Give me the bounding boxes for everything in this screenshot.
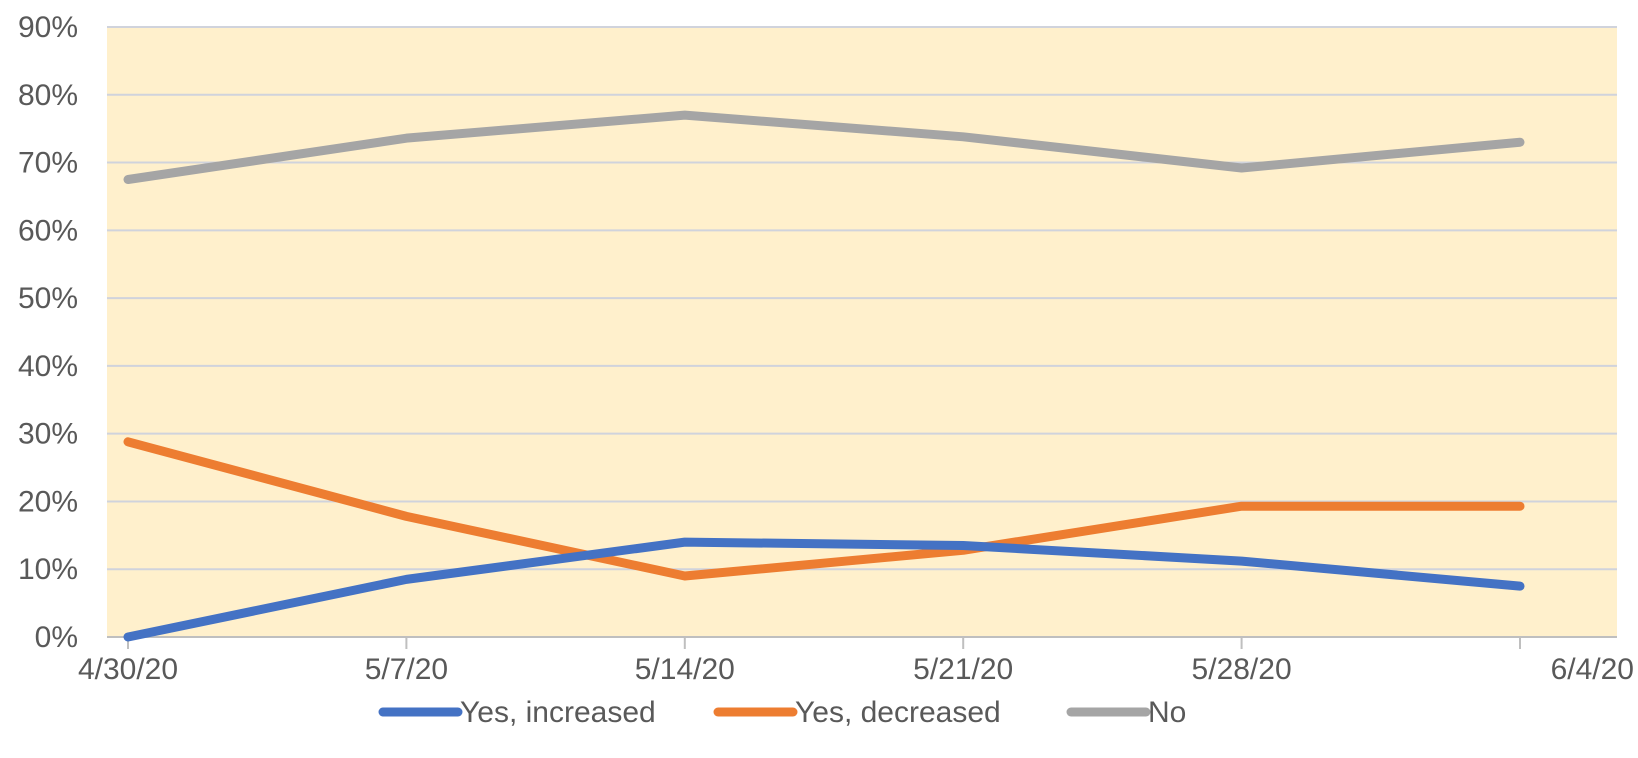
legend-label-0: Yes, increased: [460, 696, 656, 729]
x-tick-label: 5/28/20: [1192, 653, 1292, 686]
series-line-0: [123, 537, 1525, 642]
y-tick-label: 80%: [18, 79, 78, 112]
y-tick-label: 40%: [18, 350, 78, 383]
x-axis: 4/30/20 5/7/20 5/14/20 5/21/20 5/28/20 6/4/20: [78, 636, 1634, 686]
series-lines: [123, 110, 1525, 642]
x-tick-label: 4/30/20: [78, 653, 178, 686]
x-tick-label: 5/7/20: [365, 653, 448, 686]
series-line-1: [123, 437, 1525, 581]
x-tick-label: 5/21/20: [913, 653, 1013, 686]
y-tick-label: 70%: [18, 147, 78, 180]
y-axis: 0% 10% 20% 30% 40% 50% 60% 70% 80% 90%: [18, 11, 78, 654]
y-tick-label: 90%: [18, 11, 78, 44]
legend-label-1: Yes, decreased: [795, 696, 1001, 729]
series-line-2: [123, 110, 1525, 184]
legend: Yes, increased Yes, decreased No: [378, 696, 1186, 729]
y-tick-label: 20%: [18, 485, 78, 518]
y-tick-label: 60%: [18, 214, 78, 247]
y-tick-label: 0%: [35, 621, 78, 654]
y-tick-label: 30%: [18, 418, 78, 451]
y-tick-label: 50%: [18, 282, 78, 315]
x-tick-label: 5/14/20: [635, 653, 735, 686]
gridlines: [107, 26, 1617, 571]
x-tick-label: 6/4/20: [1551, 653, 1634, 686]
legend-label-2: No: [1148, 696, 1186, 729]
y-tick-label: 10%: [18, 553, 78, 586]
